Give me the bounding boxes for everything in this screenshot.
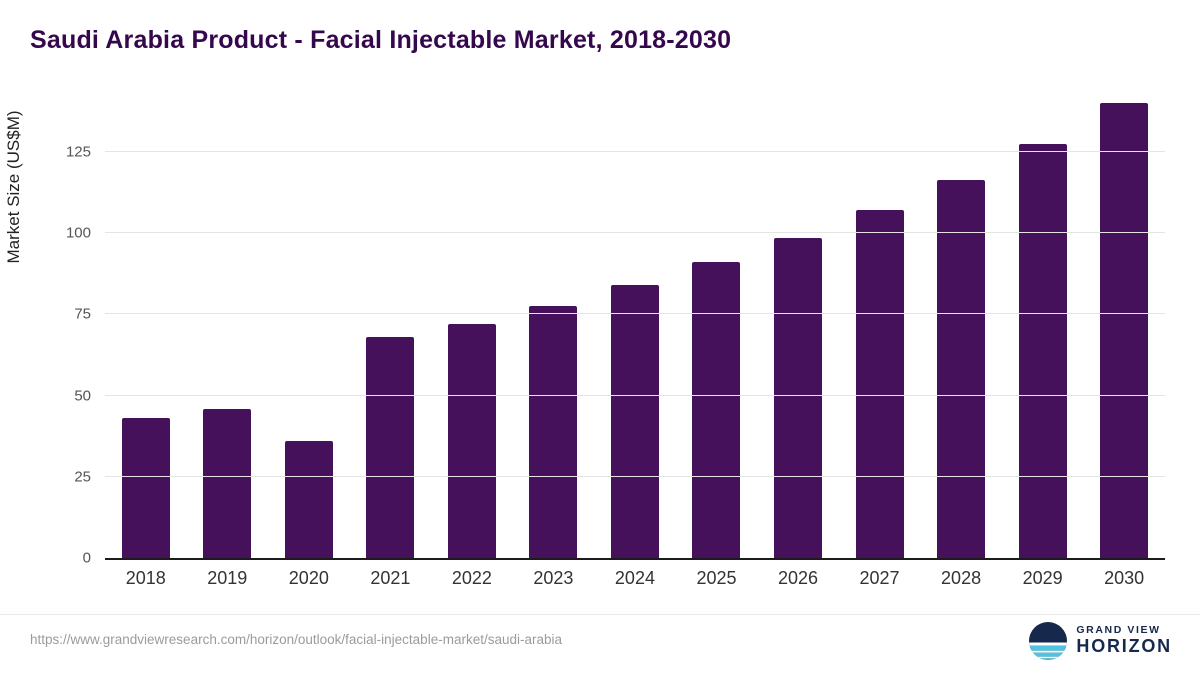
bar-2021 (366, 337, 415, 558)
logo-horizon-label: HORIZON (1076, 635, 1172, 656)
bar-column (513, 100, 595, 558)
y-tick-label: 25 (74, 468, 91, 486)
bar-column (268, 100, 350, 558)
x-tick-label: 2024 (614, 568, 655, 588)
x-tick-label: 2028 (941, 568, 982, 588)
grand-view-horizon-logo: GRAND VIEW HORIZON (1029, 622, 1172, 660)
bar-column (187, 100, 269, 558)
y-axis-title: Market Size (US$M) (4, 110, 23, 264)
x-tick-label: 2027 (859, 568, 900, 588)
x-tick-label: 2023 (533, 568, 574, 588)
x-tick-label: 2026 (777, 568, 819, 588)
x-tick-label: 2019 (207, 568, 248, 588)
bar-2024 (610, 285, 659, 558)
x-tick-label: 2020 (288, 568, 329, 588)
plot-area: 0 25 50 75 100 125 (66, 100, 1165, 567)
x-tick-label: 2022 (451, 568, 492, 588)
x-axis-labels: 2018 2019 2020 2021 2022 2023 2024 2025 2026 2027… (105, 568, 1165, 589)
bar-2020 (284, 441, 333, 558)
x-tick-label: 2018 (125, 568, 166, 588)
y-tick-label: 100 (65, 224, 91, 242)
bar-2019 (203, 408, 252, 558)
x-tick-label: 2021 (370, 568, 411, 588)
x-tick-label: 2025 (696, 568, 737, 588)
bar-2029 (1018, 143, 1067, 558)
gridline (105, 313, 1165, 315)
x-tick-label: 2030 (1104, 568, 1145, 588)
bar-column (594, 100, 676, 558)
bar-2030 (1100, 103, 1149, 558)
bar-2018 (121, 418, 170, 558)
bar-column (920, 100, 1002, 558)
bar-2022 (447, 324, 496, 558)
footer-divider (0, 614, 1200, 615)
y-tick-label: 75 (74, 305, 91, 323)
bar-2027 (855, 210, 904, 558)
bar-2026 (774, 238, 823, 558)
bar-column (1083, 100, 1165, 558)
bar-column (757, 100, 839, 558)
bar-column (1002, 100, 1084, 558)
source-url: https://www.grandviewresearch.com/horizo… (30, 632, 562, 647)
gridline (105, 475, 1165, 477)
x-tick-label: 2029 (1022, 568, 1063, 588)
y-tick-label: 0 (82, 549, 91, 567)
bar-column (105, 100, 187, 558)
bar-column (431, 100, 513, 558)
page-title: Saudi Arabia Product - Facial Injectable… (30, 26, 732, 54)
gridline (105, 394, 1165, 396)
bar-column (350, 100, 432, 558)
bar-column (839, 100, 921, 558)
bar-2028 (937, 179, 986, 558)
bars-row (105, 100, 1165, 558)
bar-column (676, 100, 758, 558)
y-tick-label: 125 (65, 143, 91, 161)
logo-grand-view-label: GRAND VIEW (1076, 624, 1161, 637)
gridline (105, 232, 1165, 234)
gridline (105, 150, 1165, 152)
horizon-logo-icon (1029, 622, 1068, 660)
y-tick-label: 50 (74, 387, 91, 405)
logo-text: GRAND VIEW HORIZON (1076, 625, 1172, 656)
bar-2025 (692, 262, 741, 558)
bar-2023 (529, 306, 578, 558)
